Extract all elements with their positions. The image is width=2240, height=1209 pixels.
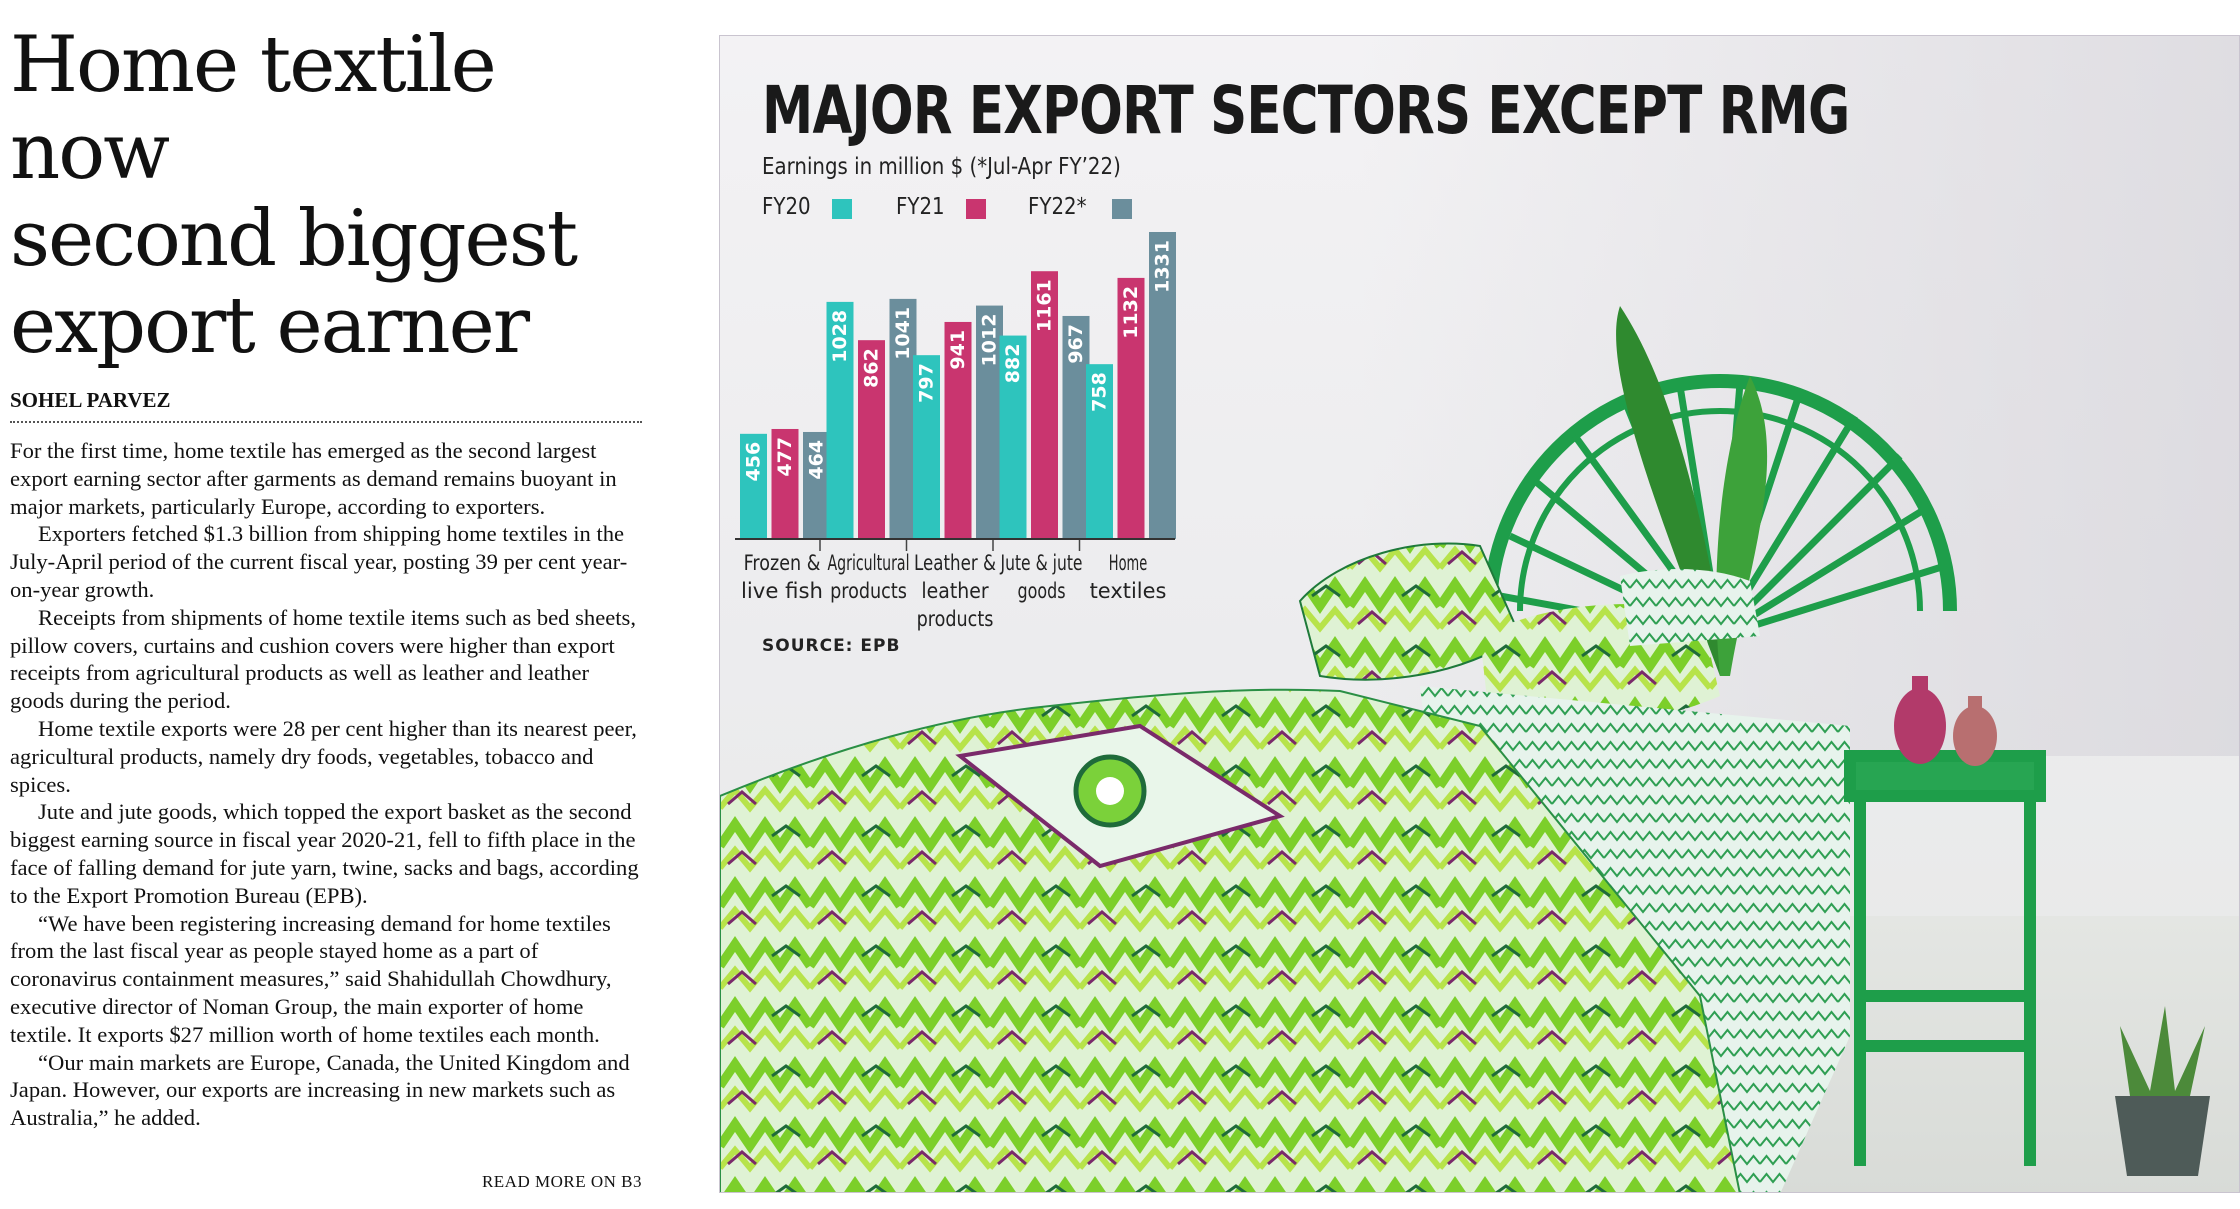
headline-line: second biggest xyxy=(10,194,578,284)
data-label: 862 xyxy=(861,348,883,388)
bar xyxy=(913,355,940,539)
bar xyxy=(999,335,1027,539)
bar xyxy=(858,340,885,539)
paragraph: Home textile exports were 28 per cent hi… xyxy=(10,715,637,797)
paragraph: Receipts from shipments of home textile … xyxy=(10,604,636,714)
data-label: 477 xyxy=(774,437,796,477)
bar xyxy=(771,428,799,539)
category-label: leather xyxy=(921,579,989,603)
chart-subtitle: Earnings in million $ (*Jul-Apr FY’22) xyxy=(762,154,1121,180)
article-body: For the first time, home textile has eme… xyxy=(10,437,642,1132)
legend-label: FY22* xyxy=(1028,194,1087,220)
bar xyxy=(803,431,830,539)
paragraph: “We have been registering increasing dem… xyxy=(10,910,612,1047)
category-label: Jute & jute xyxy=(999,551,1082,575)
data-label: 1028 xyxy=(829,310,851,363)
bar xyxy=(889,298,917,539)
data-label: 464 xyxy=(806,440,828,480)
potted-plant xyxy=(2115,1006,2210,1176)
legend-label: FY20 xyxy=(762,194,811,220)
bar xyxy=(1031,271,1058,539)
category-label: products xyxy=(830,579,907,603)
bar xyxy=(826,301,854,539)
bar xyxy=(1062,315,1090,539)
category-label: Home xyxy=(1109,551,1147,575)
category-label: products xyxy=(917,607,994,631)
data-label: 1132 xyxy=(1120,286,1142,339)
read-more-link[interactable]: READ MORE ON B3 xyxy=(481,1172,642,1191)
bar xyxy=(944,321,972,539)
paragraph: Exporters fetched $1.3 billion from ship… xyxy=(10,521,628,602)
category-label: Agricultural xyxy=(828,551,910,575)
bar xyxy=(976,305,1003,539)
data-label: 1012 xyxy=(979,314,1001,367)
category-label: live fish xyxy=(741,579,823,603)
paragraph: Jute and jute goods, which topped the ex… xyxy=(10,799,639,908)
data-label: 1161 xyxy=(1034,279,1056,332)
legend-label: FY21 xyxy=(896,194,945,220)
bar-chart: 456 477 464 Frozen & live fish 1028 862 1041 Agr… xyxy=(735,232,1176,631)
bar xyxy=(1086,364,1113,539)
infographic: MAJOR EXPORT SECTORS EXCEPT RMG Earnings… xyxy=(719,35,2240,1193)
chart-source: SOURCE: EPB xyxy=(762,636,901,656)
legend-swatch xyxy=(1112,199,1132,219)
paragraph: For the first time, home textile has eme… xyxy=(10,438,617,519)
bedroom-photo xyxy=(720,306,2210,1192)
bar xyxy=(1117,277,1145,539)
data-label: 967 xyxy=(1065,324,1087,364)
data-label: 941 xyxy=(947,330,969,370)
data-label: 1041 xyxy=(892,307,914,360)
legend-swatch xyxy=(832,199,852,219)
headline-line: export earner xyxy=(10,281,530,371)
bar xyxy=(1149,232,1176,539)
legend-swatch xyxy=(966,199,986,219)
category-label: Frozen & xyxy=(744,551,821,575)
nightstand xyxy=(1844,750,2046,1166)
chart-title: MAJOR EXPORT SECTORS EXCEPT RMG xyxy=(762,72,1850,149)
data-label: 456 xyxy=(743,442,765,482)
data-label: 797 xyxy=(916,363,938,403)
headline-line: Home textile now xyxy=(10,20,497,197)
headline: Home textile now second biggest export e… xyxy=(10,22,642,370)
data-label: 1331 xyxy=(1152,240,1174,293)
article: Home textile now second biggest export e… xyxy=(10,22,642,1132)
byline: SOHEL PARVEZ xyxy=(10,388,642,423)
data-label: 882 xyxy=(1002,344,1024,384)
category-label: textiles xyxy=(1090,579,1167,603)
data-label: 758 xyxy=(1089,372,1111,412)
category-label: Leather & xyxy=(914,551,996,575)
bar xyxy=(740,433,767,539)
paragraph: “Our main markets are Europe, Canada, th… xyxy=(10,1049,630,1131)
category-label: goods xyxy=(1018,579,1066,603)
